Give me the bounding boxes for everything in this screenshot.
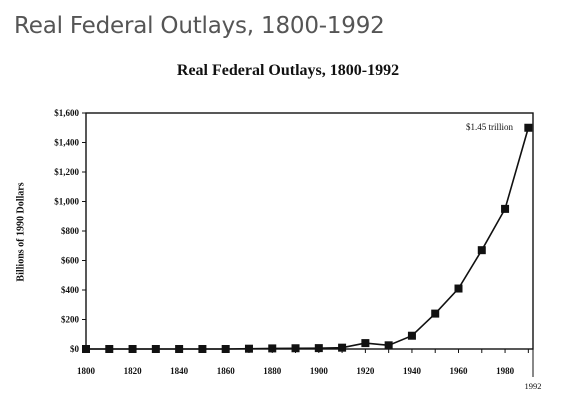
x-tick-label: 1880 <box>263 366 282 376</box>
y-tick-label: $0 <box>70 344 80 354</box>
y-tick-label: $1,600 <box>54 108 79 118</box>
data-point <box>454 284 463 293</box>
plot-frame <box>85 112 534 350</box>
series-line <box>86 127 530 350</box>
data-point <box>198 345 207 353</box>
y-tick-label: $1,400 <box>54 138 79 148</box>
y-tick-label: $1,200 <box>54 167 79 177</box>
y-tick-label: $800 <box>61 226 80 236</box>
x-tick-label: 1840 <box>170 366 189 376</box>
y-tick-label: $1,000 <box>54 197 79 207</box>
data-point <box>151 345 160 353</box>
data-point <box>128 345 137 353</box>
x-tick-label: 1800 <box>77 366 96 376</box>
x-tick-label: 1980 <box>496 366 515 376</box>
data-point <box>477 246 486 255</box>
data-point <box>431 309 440 318</box>
data-point <box>314 344 323 353</box>
data-point <box>361 339 370 348</box>
x-tick-label: 1900 <box>310 366 329 376</box>
data-point <box>175 345 184 353</box>
annotation-label: $1.45 trillion <box>466 122 513 132</box>
x-tick-label: 1960 <box>450 366 469 376</box>
data-point <box>384 341 393 350</box>
x-tick-label: 1920 <box>356 366 375 376</box>
data-point <box>501 204 510 213</box>
x-tick-label: 1860 <box>217 366 236 376</box>
data-point <box>82 345 90 353</box>
y-tick-label: $200 <box>61 315 80 325</box>
data-point <box>244 344 253 353</box>
chart-title: Real Federal Outlays, 1800-1992 <box>176 62 400 79</box>
y-tick-label: $600 <box>61 256 80 266</box>
data-point <box>105 345 114 353</box>
x-tick-label: 1940 <box>403 366 422 376</box>
data-point <box>338 343 347 352</box>
x-tick-label: 1992 <box>525 381 542 391</box>
data-point <box>407 331 416 340</box>
data-point <box>268 344 277 353</box>
page-heading: Real Federal Outlays, 1800-1992 <box>14 13 385 39</box>
y-tick-label: $400 <box>61 285 80 295</box>
x-tick-label: 1820 <box>124 366 143 376</box>
data-point <box>291 344 300 353</box>
data-point <box>524 123 533 132</box>
data-point <box>221 345 230 353</box>
